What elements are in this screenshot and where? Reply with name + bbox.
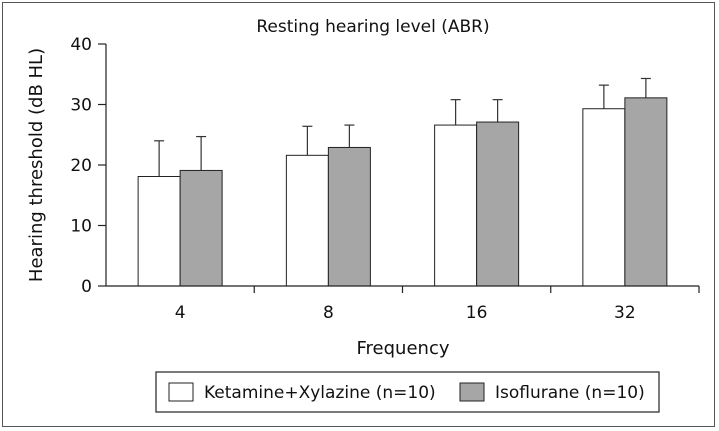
bar-ketamine-xylazine-8 — [285, 154, 329, 287]
plot-marks — [137, 77, 668, 287]
x-axis-label: Frequency — [357, 338, 450, 359]
legend-label-isoflurane: Isoflurane (n=10) — [495, 383, 645, 403]
bar-isoflurane-8 — [327, 146, 371, 287]
y-tick-label-40: 40 — [70, 35, 92, 55]
x-tick-label-8: 8 — [323, 303, 334, 323]
bar-ketamine-xylazine-32 — [582, 108, 626, 287]
y-tick-label-30: 30 — [70, 96, 92, 116]
bar-isoflurane-16 — [476, 121, 520, 287]
axes: 0 10 20 30 40 4 8 16 32 — [70, 35, 700, 323]
x-tick-label-16: 16 — [466, 303, 488, 323]
bar-ketamine-xylazine-4 — [137, 175, 181, 287]
y-axis-label: Hearing threshold (dB HL) — [26, 48, 47, 282]
legend-label-ketamine-xylazine: Ketamine+Xylazine (n=10) — [204, 383, 436, 403]
bar-isoflurane-4 — [179, 169, 223, 287]
x-tick-label-32: 32 — [614, 303, 636, 323]
y-tick-label-10: 10 — [70, 217, 92, 237]
y-tick-label-20: 20 — [70, 156, 92, 176]
legend: Ketamine+Xylazine (n=10) Isoflurane (n=1… — [155, 371, 660, 413]
bar-isoflurane-32 — [624, 97, 668, 287]
y-tick-label-0: 0 — [81, 277, 92, 297]
legend-box — [155, 371, 660, 413]
legend-swatch-isoflurane — [459, 382, 485, 402]
bar-ketamine-xylazine-16 — [434, 124, 478, 287]
chart-title: Resting hearing level (ABR) — [256, 17, 489, 37]
x-tick-label-4: 4 — [175, 303, 186, 323]
legend-swatch-ketamine-xylazine — [168, 382, 194, 402]
